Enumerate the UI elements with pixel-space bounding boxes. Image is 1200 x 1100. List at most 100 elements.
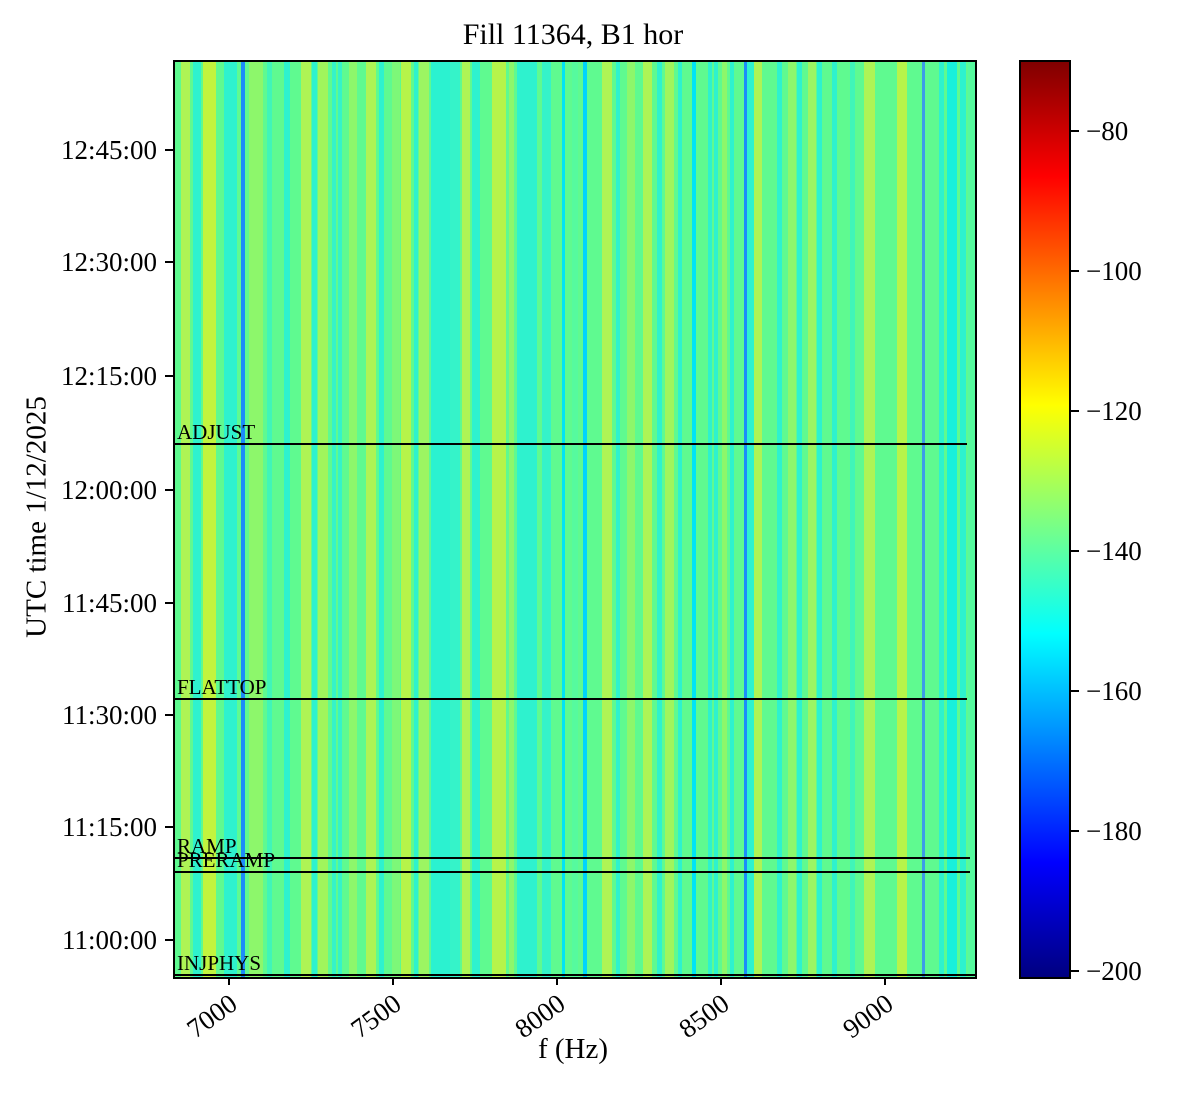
colorbar-tick-label: −120 bbox=[1086, 395, 1142, 426]
spectrum-stripe bbox=[744, 62, 749, 977]
y-tick-mark bbox=[165, 149, 173, 152]
spectrum-stripe bbox=[817, 62, 823, 977]
colorbar-tick-label: −200 bbox=[1086, 955, 1142, 986]
spectrum-stripe bbox=[284, 62, 291, 977]
colorbar-tick-label: −140 bbox=[1086, 535, 1142, 566]
beam-mode-label: FLATTOP bbox=[177, 675, 267, 700]
spectrum-stripe bbox=[414, 62, 419, 977]
spectrum-stripe bbox=[832, 62, 838, 977]
spectrum-stripe bbox=[193, 62, 201, 977]
beam-mode-line bbox=[175, 443, 967, 445]
spectrum-stripe bbox=[181, 62, 191, 977]
x-tick-mark bbox=[392, 977, 394, 985]
spectrum-stripe bbox=[332, 62, 337, 977]
colorbar-tick-mark bbox=[1071, 269, 1079, 272]
spectrum-stripe bbox=[968, 62, 975, 977]
spectrum-stripe bbox=[392, 62, 401, 977]
x-tick-mark bbox=[228, 977, 230, 985]
spectrogram-stripes bbox=[175, 62, 975, 977]
spectrum-stripe bbox=[777, 62, 783, 977]
spectrum-stripe bbox=[939, 62, 945, 977]
y-tick-mark bbox=[165, 261, 173, 264]
spectrum-stripe bbox=[678, 62, 683, 977]
beam-mode-label: ADJUST bbox=[177, 420, 256, 444]
spectrum-stripe bbox=[730, 62, 735, 977]
colorbar-tick-label: −100 bbox=[1086, 255, 1142, 286]
spectrum-stripe bbox=[747, 62, 755, 977]
spectrum-stripe bbox=[864, 62, 876, 977]
colorbar-tick-mark bbox=[1071, 549, 1079, 552]
spectrum-stripe bbox=[301, 62, 311, 977]
y-tick-label: 12:30:00 bbox=[60, 247, 157, 278]
x-tick-mark bbox=[884, 977, 886, 985]
spectrum-stripe bbox=[960, 62, 967, 977]
spectrum-stripe bbox=[657, 62, 663, 977]
y-tick-mark bbox=[165, 825, 173, 828]
colorbar-tick-label: −160 bbox=[1086, 675, 1142, 706]
spectrum-stripe bbox=[897, 62, 907, 977]
plot-area: ADJUST FLATTOP RAMP PRERAMP INJPHYS bbox=[173, 60, 977, 979]
y-tick-mark bbox=[165, 938, 173, 941]
spectrum-stripe bbox=[472, 62, 481, 977]
y-tick-label: 11:00:00 bbox=[61, 924, 157, 955]
spectrum-stripe bbox=[267, 62, 273, 977]
spectrum-stripe bbox=[583, 62, 587, 977]
spectrum-stripe bbox=[349, 62, 357, 977]
spectrum-stripe bbox=[947, 62, 957, 977]
spectrum-stripe bbox=[419, 62, 429, 977]
spectrum-stripe bbox=[754, 62, 763, 977]
spectrum-stripe bbox=[241, 62, 245, 977]
spectrum-stripe bbox=[602, 62, 613, 977]
spectrum-stripe bbox=[517, 62, 537, 977]
spectrum-stripe bbox=[722, 62, 728, 977]
spectrum-stripe bbox=[366, 62, 377, 977]
beam-mode-label: PRERAMP bbox=[177, 847, 276, 872]
y-tick-mark bbox=[165, 601, 173, 604]
spectrum-stripe bbox=[401, 62, 411, 977]
spectrum-stripe bbox=[431, 62, 451, 977]
spectrum-stripe bbox=[643, 62, 653, 977]
y-tick-mark bbox=[165, 488, 173, 491]
beam-mode-label: RAMP bbox=[177, 833, 237, 858]
x-axis-label: f (Hz) bbox=[537, 1033, 609, 1065]
spectrum-stripe bbox=[788, 62, 797, 977]
spectrum-stripe bbox=[572, 62, 579, 977]
spectrum-stripe bbox=[808, 62, 817, 977]
colorbar-tick-mark bbox=[1071, 689, 1079, 692]
y-tick-label: 12:45:00 bbox=[60, 135, 157, 166]
colorbar-tick-label: −180 bbox=[1086, 815, 1142, 846]
y-tick-label: 12:00:00 bbox=[60, 474, 157, 505]
spectrum-stripe bbox=[224, 62, 238, 977]
spectrum-stripe bbox=[708, 62, 713, 977]
spectrum-stripe bbox=[312, 62, 318, 977]
chart-title: Fill 11364, B1 hor bbox=[462, 18, 684, 51]
spectrum-stripe bbox=[509, 62, 515, 977]
colorbar-tick-mark bbox=[1071, 130, 1079, 132]
spectrum-stripe bbox=[627, 62, 635, 977]
spectrum-stripe bbox=[462, 62, 471, 977]
beam-mode-line bbox=[175, 974, 975, 977]
spectrum-stripe bbox=[797, 62, 803, 977]
colorbar bbox=[1019, 60, 1071, 979]
spectrum-stripe bbox=[714, 62, 719, 977]
spectrum-stripe bbox=[922, 62, 926, 977]
y-tick-mark bbox=[165, 375, 173, 378]
spectrum-stripe bbox=[338, 62, 343, 977]
y-tick-label: 11:15:00 bbox=[61, 811, 157, 842]
spectrum-stripe bbox=[450, 62, 461, 977]
y-tick-label: 11:30:00 bbox=[61, 699, 157, 730]
beam-mode-line bbox=[175, 856, 971, 859]
beam-mode-label: INJPHYS bbox=[177, 951, 262, 976]
y-tick-mark bbox=[165, 713, 173, 716]
beam-mode-line bbox=[175, 698, 967, 701]
x-tick-mark bbox=[720, 977, 722, 985]
spectrum-stripe bbox=[318, 62, 329, 977]
spectrum-stripe bbox=[692, 62, 697, 977]
spectrum-stripe bbox=[379, 62, 385, 977]
colorbar-tick-mark bbox=[1071, 829, 1079, 832]
x-tick-mark bbox=[556, 977, 558, 985]
spectrum-stripe bbox=[665, 62, 675, 977]
beam-mode-line bbox=[175, 870, 971, 873]
colorbar-tick-mark bbox=[1071, 969, 1079, 972]
